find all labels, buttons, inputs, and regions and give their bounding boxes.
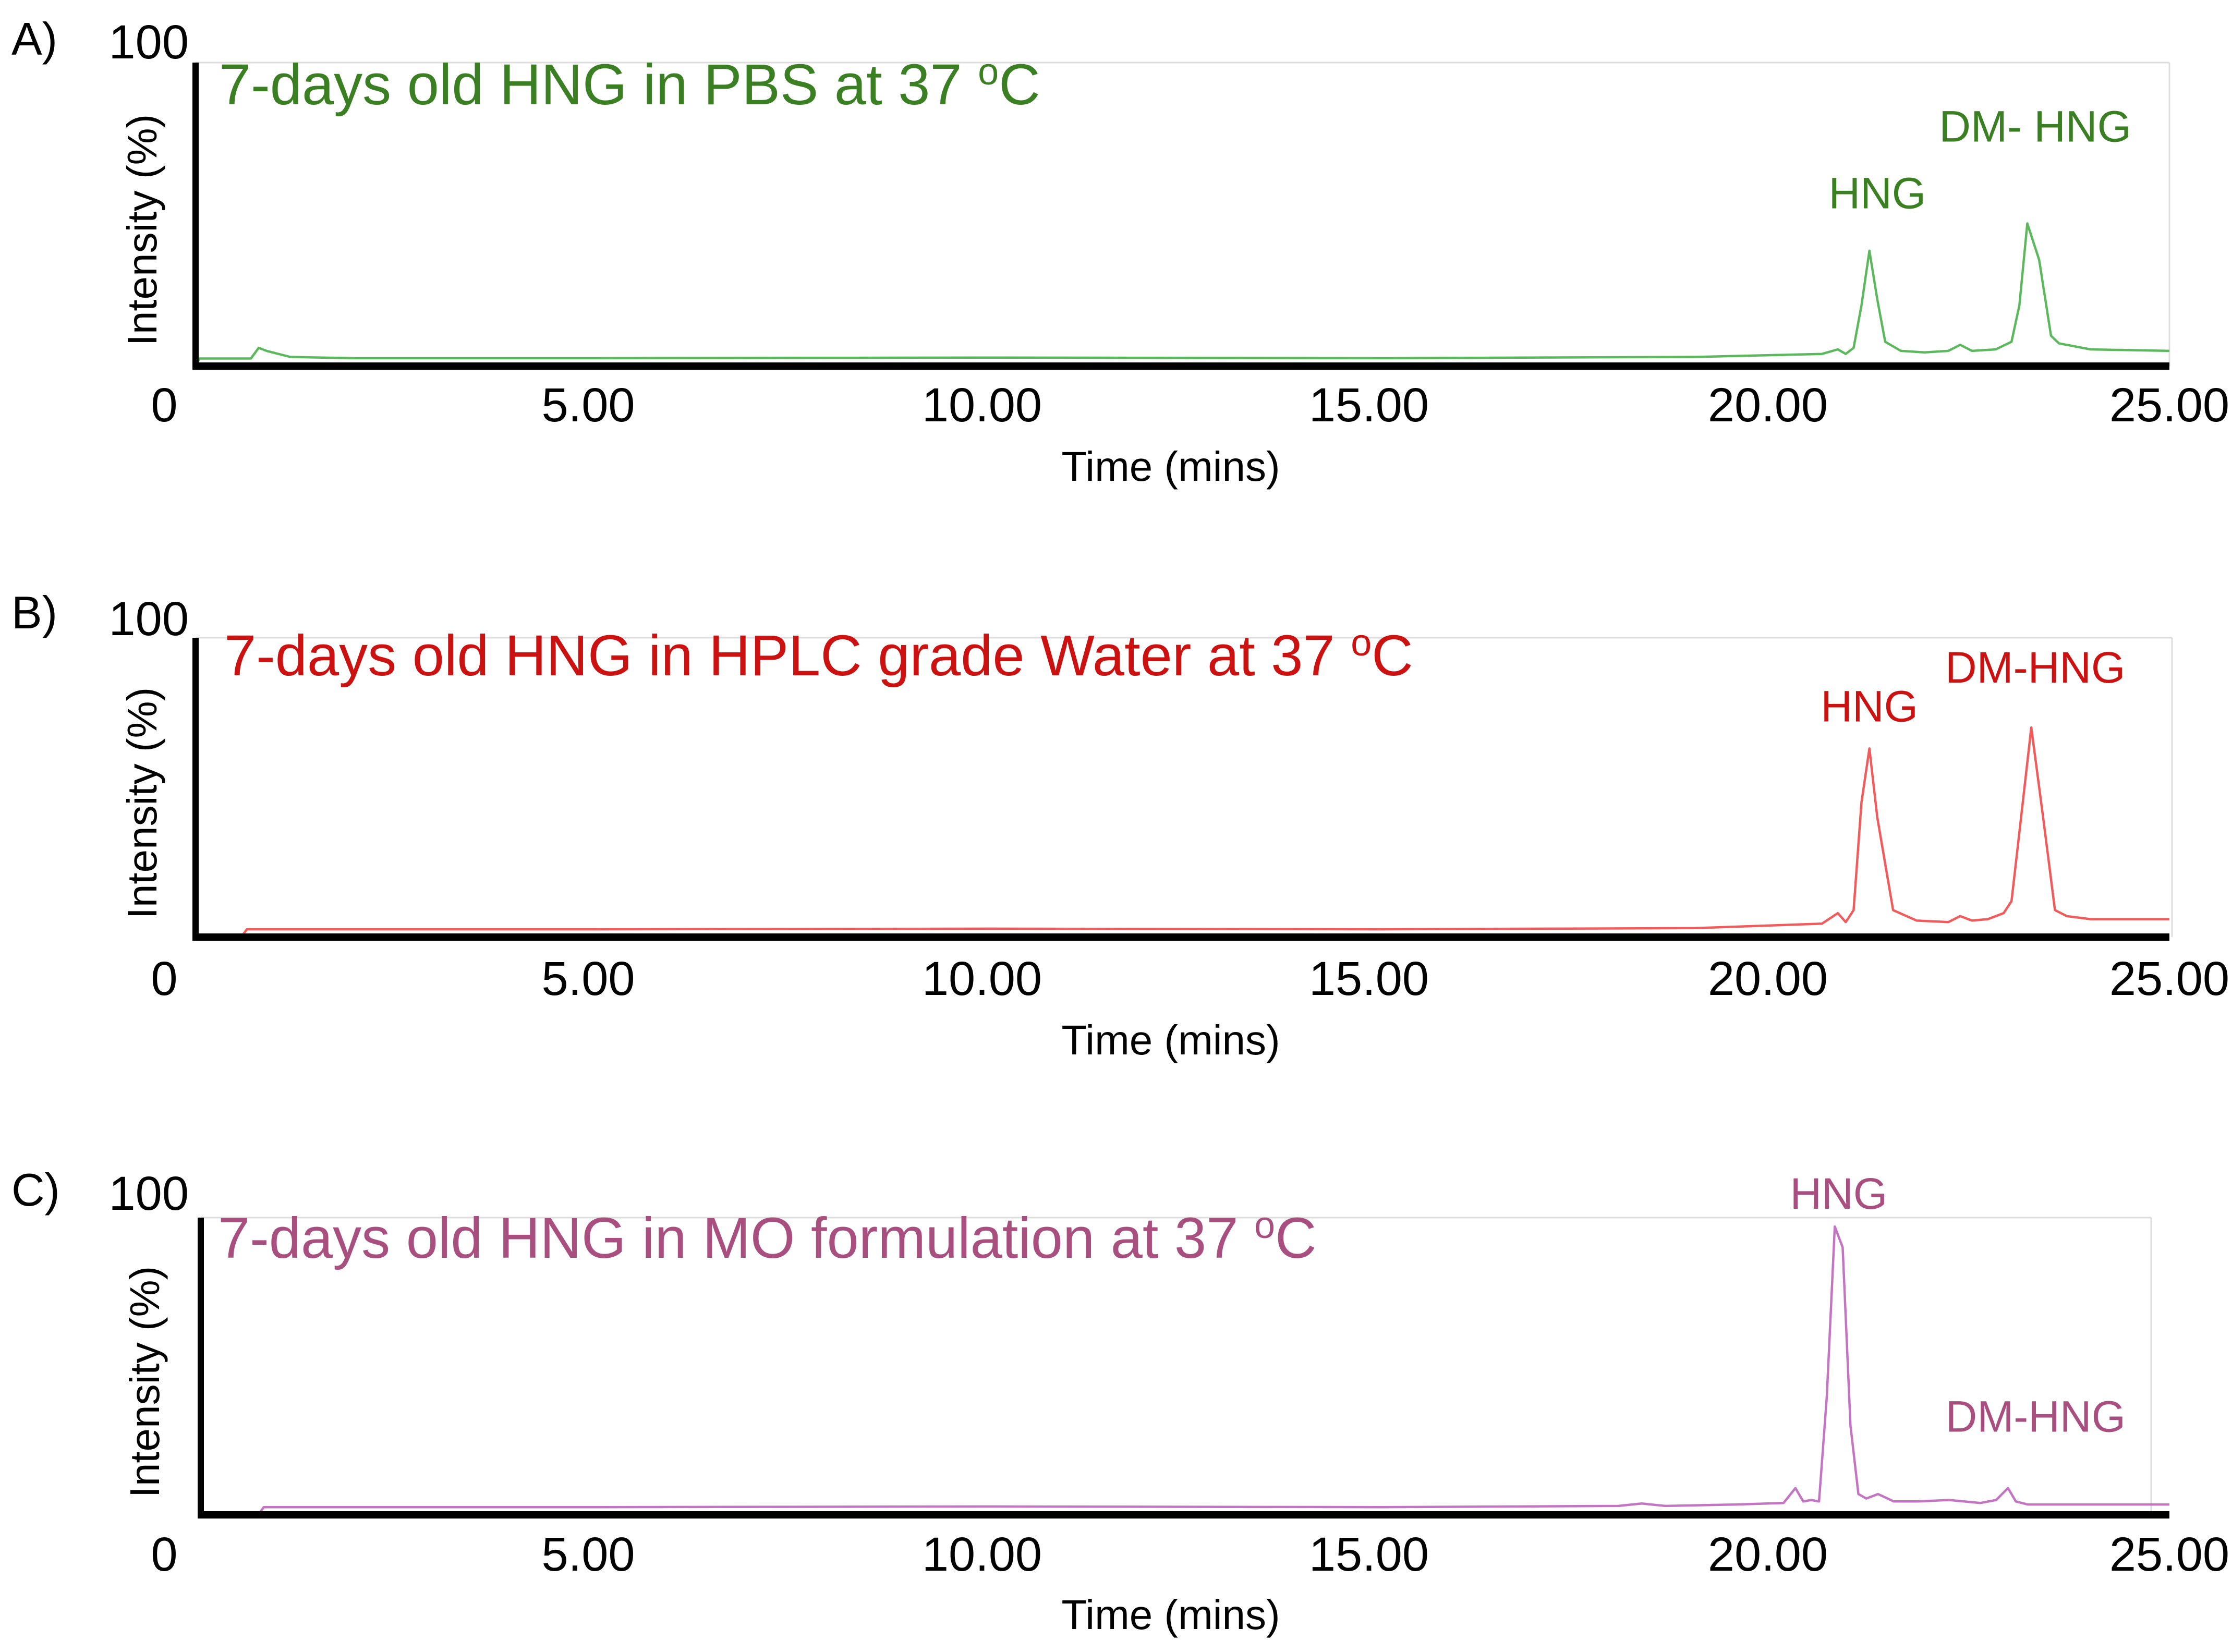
x-tick-label: 5.00: [541, 952, 635, 1005]
x-tick-label: 25.00: [2109, 379, 2229, 432]
series-line: [196, 726, 2169, 936]
panel-label: A): [11, 13, 57, 65]
x-tick-label: 5.00: [541, 379, 635, 432]
y-axis-label: Intensity (%): [122, 1266, 168, 1498]
series-line: [195, 222, 2170, 367]
x-tick-label: 20.00: [1708, 1528, 1828, 1581]
peak-annotation: HNG: [1821, 682, 1918, 731]
series-line: [201, 1225, 2169, 1514]
x-tick-label: 10.00: [922, 379, 1042, 432]
y-tick-label: 100: [109, 1167, 189, 1220]
x-tick-label: 20.00: [1708, 952, 1828, 1005]
x-tick-label: 15.00: [1309, 952, 1429, 1005]
x-tick-label: 5.00: [541, 1528, 635, 1581]
chart-panel-2: B) 100 7-days old HNG in HPLC grade Water …: [11, 587, 2229, 1063]
chart-title: 7-days old HNG in HPLC grade Water at 37…: [224, 622, 1413, 688]
x-tick-label: 15.00: [1309, 1528, 1429, 1581]
chart-panel-3: C) 100 7-days old HNG in MO formulation at…: [11, 1164, 2229, 1638]
x-tick-label: 25.00: [2109, 1528, 2229, 1581]
x-axis-label: Time (mins): [1061, 1592, 1280, 1638]
y-tick-label: 100: [109, 592, 189, 646]
peak-annotation: DM-HNG: [1946, 1392, 2126, 1441]
x-tick-label: 0: [151, 1528, 177, 1581]
peak-annotation: DM-HNG: [1945, 643, 2125, 692]
x-tick-label: 20.00: [1708, 379, 1828, 432]
panel-label: C): [11, 1164, 60, 1216]
x-axis-label: Time (mins): [1061, 1017, 1280, 1063]
x-tick-label: 10.00: [922, 1528, 1042, 1581]
y-axis-label: Intensity (%): [119, 114, 165, 346]
x-tick-label: 0: [151, 952, 177, 1005]
y-tick-label: 100: [109, 16, 189, 69]
peak-annotation: DM- HNG: [1939, 102, 2131, 151]
x-tick-label: 15.00: [1309, 379, 1429, 432]
x-tick-label: 25.00: [2109, 952, 2229, 1005]
x-axis-label: Time (mins): [1061, 443, 1280, 490]
panel-label: B): [11, 587, 57, 638]
chart-panel-1: A) 100 7-days old HNG in PBS at 37 oC 0 5.00…: [11, 13, 2229, 490]
y-axis-label: Intensity (%): [119, 687, 165, 919]
chart-title: 7-days old HNG in MO formulation at 37 o…: [218, 1205, 1316, 1270]
chart-title: 7-days old HNG in PBS at 37 oC: [219, 51, 1040, 117]
x-tick-label: 10.00: [922, 952, 1042, 1005]
x-tick-label: 0: [151, 379, 177, 432]
peak-annotation: HNG: [1828, 168, 1926, 217]
peak-annotation: HNG: [1790, 1169, 1887, 1218]
